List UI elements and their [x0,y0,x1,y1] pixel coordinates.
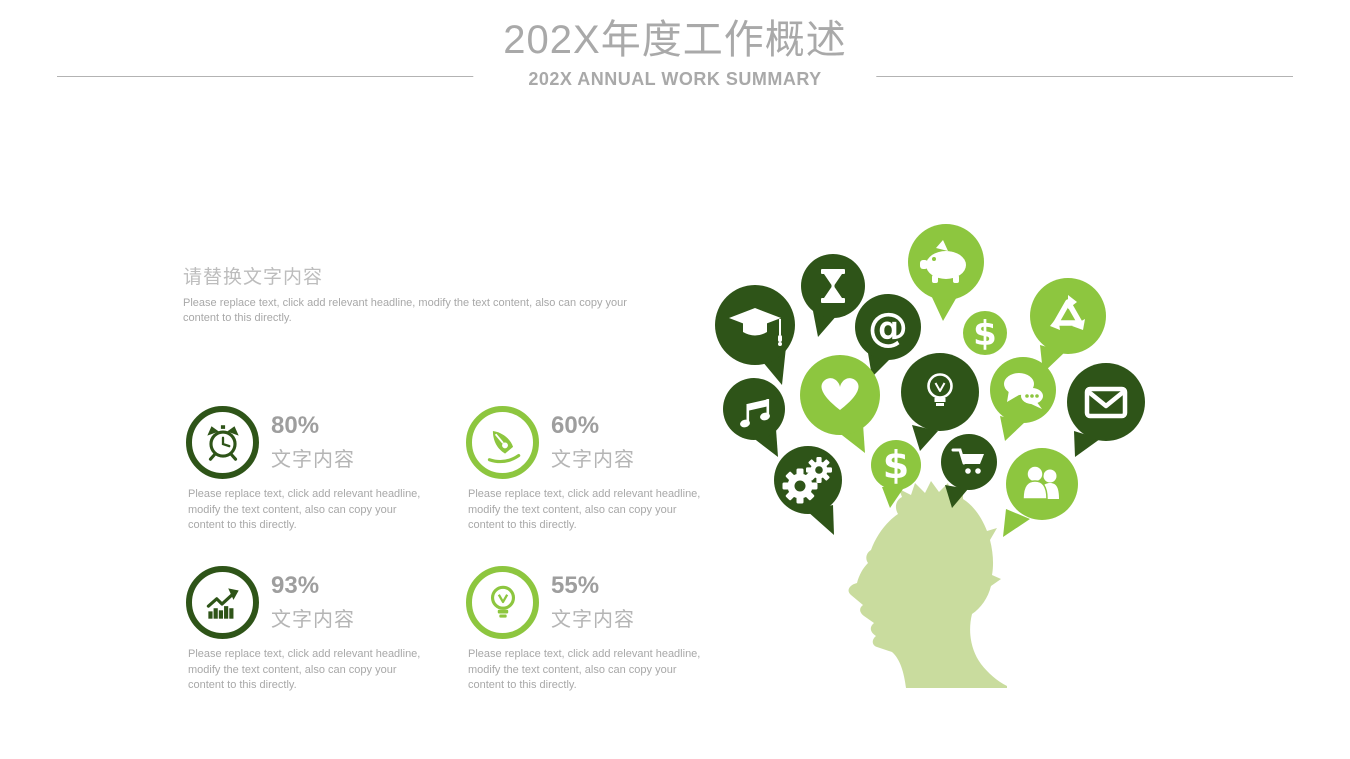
stat-description: Please replace text, click add relevant … [468,488,701,531]
recycle-icon [1030,278,1106,373]
heart-icon [800,355,880,453]
shopping-cart-icon [941,434,997,508]
page-subtitle: 202X ANNUAL WORK SUMMARY [528,69,822,89]
dollar-sign-icon: $ [963,311,1007,355]
stat-label: 文字内容 [551,609,635,631]
stat-item-1: 80% 文字内容 Please replace text, click add … [183,403,449,553]
piggy-bank-icon [908,224,984,321]
stat-circle-2 [466,406,539,479]
stat-percent: 93% [271,572,320,599]
stat-item-4: 55% 文字内容 Please replace text, click add … [463,563,729,713]
stat-item-2: 60% 文字内容 Please replace text, click add … [463,403,729,553]
stat-circle-4 [466,566,539,639]
hourglass-icon [801,254,865,337]
lightbulb-bubble-icon [901,353,979,451]
stat-label: 文字内容 [271,449,355,471]
people-icon [1003,448,1078,537]
chat-bubbles-icon [990,357,1056,441]
idea-bubbles-illustration: @ $ [715,224,1145,688]
stat-description: Please replace text, click add relevant … [468,648,701,691]
stat-circle-3 [186,566,259,639]
svg-text:$: $ [883,443,909,487]
at-sign-icon: @ [855,294,921,377]
intro-body-text: Please replace text, click add relevant … [183,297,627,324]
growth-chart-icon [206,587,239,619]
stat-label: 文字内容 [551,449,635,471]
stat-label: 文字内容 [271,609,355,631]
intro-heading: 请替换文字内容 [183,267,324,288]
slide-header: 202X年度工作概述 202X ANNUAL WORK SUMMARY [473,14,877,90]
intro-block: 请替换文字内容 Please replace text, click add r… [183,262,683,326]
stat-description: Please replace text, click add relevant … [188,488,421,531]
graduation-cap-icon [715,285,795,385]
music-note-icon [723,378,785,457]
head-silhouette [848,481,1007,688]
stat-percent: 60% [551,412,600,439]
alarm-clock-icon [206,424,239,461]
page-title: 202X年度工作概述 [503,18,847,62]
pen-nib-icon [487,430,520,463]
svg-text:@: @ [868,305,908,351]
dollar-sign-icon: $ [871,440,921,508]
envelope-icon [1067,363,1145,457]
stat-circle-1 [186,406,259,479]
stat-item-3: 93% 文字内容 Please replace text, click add … [183,563,449,713]
gears-icon [774,446,842,535]
stat-description: Please replace text, click add relevant … [188,648,421,691]
stat-percent: 55% [551,572,600,599]
lightbulb-icon [490,585,515,618]
stat-percent: 80% [271,412,320,439]
svg-text:$: $ [973,314,997,354]
